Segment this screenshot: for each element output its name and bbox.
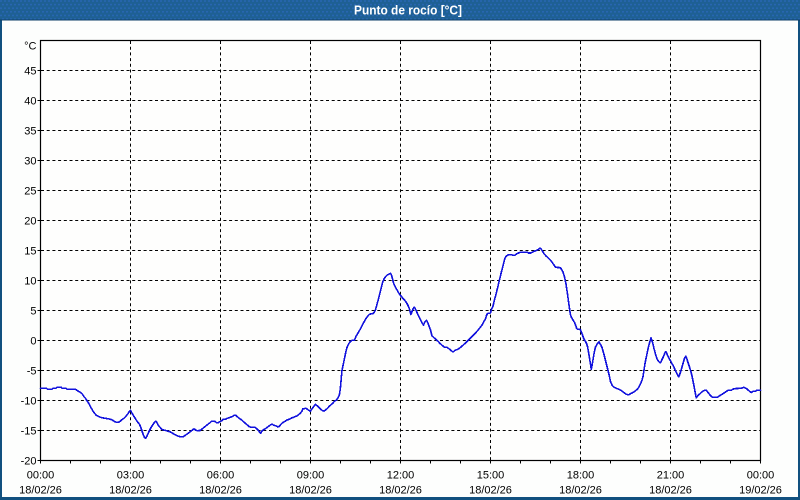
svg-text:45: 45 [24,66,36,78]
svg-text:-10: -10 [21,396,37,408]
svg-text:12:00: 12:00 [387,470,415,482]
svg-text:09:00: 09:00 [297,470,325,482]
svg-text:20: 20 [24,216,36,228]
svg-text:06:00: 06:00 [207,470,235,482]
svg-text:5: 5 [30,306,36,318]
svg-text:18/02/26: 18/02/26 [649,485,692,497]
svg-text:-15: -15 [21,426,37,438]
svg-text:18:00: 18:00 [567,470,595,482]
svg-text:15: 15 [24,246,36,258]
svg-text:-20: -20 [21,456,37,468]
svg-text:10: 10 [24,276,36,288]
svg-text:18/02/26: 18/02/26 [19,485,62,497]
svg-text:21:00: 21:00 [657,470,685,482]
svg-text:18/02/26: 18/02/26 [109,485,152,497]
svg-text:35: 35 [24,126,36,138]
svg-text:18/02/26: 18/02/26 [379,485,422,497]
svg-text:18/02/26: 18/02/26 [289,485,332,497]
svg-text:19/02/26: 19/02/26 [739,485,782,497]
svg-text:40: 40 [24,96,36,108]
svg-text:-5: -5 [27,366,37,378]
svg-text:03:00: 03:00 [117,470,145,482]
svg-text:Punto de rocío [°C]: Punto de rocío [°C] [354,3,462,18]
svg-text:18/02/26: 18/02/26 [199,485,242,497]
svg-text:30: 30 [24,156,36,168]
svg-text:15:00: 15:00 [477,470,505,482]
svg-text:00:00: 00:00 [27,470,55,482]
svg-text:00:00: 00:00 [747,470,775,482]
svg-text:18/02/26: 18/02/26 [469,485,512,497]
svg-text:18/02/26: 18/02/26 [559,485,602,497]
svg-text:25: 25 [24,186,36,198]
svg-text:°C: °C [24,41,36,53]
svg-text:0: 0 [30,336,36,348]
